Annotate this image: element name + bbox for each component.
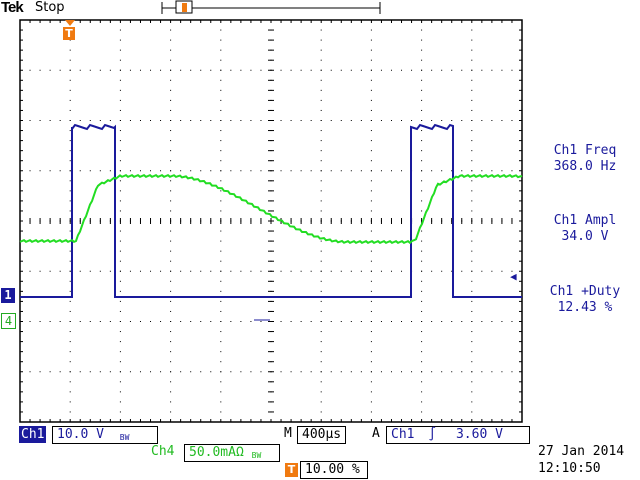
brand-logo: Tek [1, 0, 24, 16]
record-window-marker [182, 3, 187, 12]
trigger-position-marker[interactable]: T [63, 20, 77, 42]
trigger-source: Ch1 [391, 427, 415, 442]
graticule-center-lines [19, 19, 522, 422]
ch4-scale-value: 50.0mAΩ [189, 445, 244, 460]
trigger-slope-icon: ∫ [428, 427, 437, 442]
trigger-position-value[interactable]: 10.00 % [300, 461, 368, 479]
measurement-value: 34.0 V [561, 229, 609, 244]
measurement-label: Ch1 Ampl [553, 213, 617, 228]
ch1-waveform [20, 123, 522, 298]
measurement-value: 12.43 % [557, 300, 613, 315]
ch1-scale-value: 10.0 V [57, 427, 104, 442]
trigger-position-icon: T [285, 463, 298, 477]
ch4-scale[interactable]: 50.0mAΩ BW [184, 444, 280, 462]
measurement-value: 368.0 Hz [553, 159, 617, 174]
ch4-waveform [19, 174, 523, 245]
date-display: 27 Jan 2014 [538, 444, 625, 459]
record-position-bar[interactable] [160, 0, 384, 16]
acquisition-state: Stop [35, 0, 65, 15]
trigger-t-icon: T [63, 27, 75, 40]
ch1-status-tag[interactable]: Ch1 [19, 426, 47, 443]
ch4-ground-marker[interactable]: 4 [1, 313, 16, 329]
timebase-tag: M [284, 426, 292, 441]
measurement-ch1-freq: Ch1 Freq 368.0 Hz [525, 143, 640, 175]
trigger-level-arrow-icon[interactable]: ◀ [510, 270, 517, 283]
ch4-status-tag[interactable]: Ch4 [151, 444, 175, 459]
trigger-level: 3.60 V [455, 427, 503, 442]
trigger-tag: A [372, 426, 380, 441]
measurement-ch1-duty: Ch1 +Duty 12.43 % [525, 284, 640, 316]
ch4-bw-limit-icon: BW [251, 451, 262, 460]
ch1-bw-limit-icon: BW [119, 433, 130, 442]
measurement-label: Ch1 +Duty [549, 284, 621, 299]
timebase-scale[interactable]: 400µs [297, 426, 347, 444]
time-display: 12:10:50 [538, 461, 601, 476]
trigger-settings[interactable]: Ch1 ∫ 3.60 V [386, 426, 530, 444]
measurement-label: Ch1 Freq [553, 143, 617, 158]
measurement-ch1-ampl: Ch1 Ampl 34.0 V [525, 213, 640, 245]
ch1-scale[interactable]: 10.0 V BW [52, 426, 158, 444]
ch1-ground-marker[interactable]: 1 [1, 288, 15, 303]
